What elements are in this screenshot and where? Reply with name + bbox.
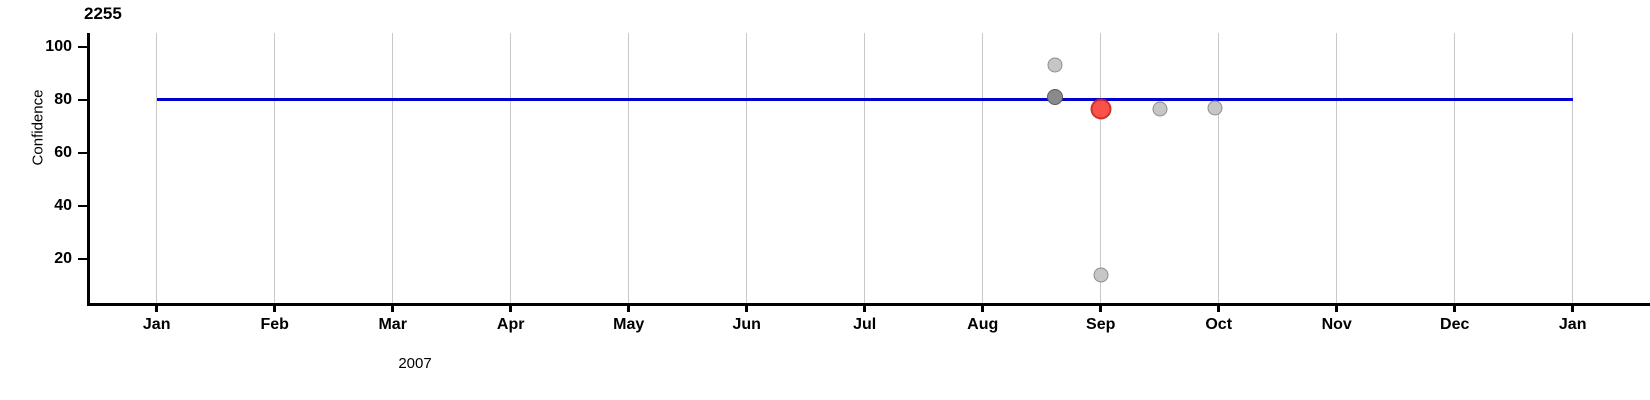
x-tick-label: Aug [967, 316, 999, 333]
x-tick-label: Jul [853, 316, 877, 333]
x-tick-label: Feb [260, 316, 289, 333]
data-point-highlighted[interactable] [1090, 98, 1112, 120]
gridline-vertical [628, 33, 630, 303]
gridline-vertical [1100, 33, 1102, 303]
y-tick-mark [78, 204, 87, 207]
data-point[interactable] [1152, 101, 1168, 117]
y-axis-line [87, 33, 90, 305]
y-tick-label: 20 [54, 250, 72, 267]
y-tick-mark [78, 151, 87, 154]
gridline-vertical [274, 33, 276, 303]
x-tick-label: Sep [1086, 316, 1116, 333]
x-tick-mark [1453, 303, 1457, 312]
gridline-vertical [510, 33, 512, 303]
data-point[interactable] [1047, 89, 1064, 106]
gridline-vertical [1454, 33, 1456, 303]
y-tick-label: 100 [45, 37, 72, 55]
x-tick-mark [1099, 303, 1103, 312]
y-axis-title: Confidence [29, 89, 47, 166]
gridline-vertical [1218, 33, 1220, 303]
gridline-vertical [746, 33, 748, 303]
x-tick-mark [627, 303, 631, 312]
x-axis-title-text: 2007 [398, 355, 432, 372]
gridline-vertical [156, 33, 158, 303]
y-tick-label: 80 [54, 90, 72, 108]
x-tick-mark [1217, 303, 1221, 312]
data-point[interactable] [1047, 57, 1063, 73]
x-tick-mark [273, 303, 277, 312]
reference-line [156, 98, 1573, 102]
x-tick-mark [981, 303, 985, 312]
x-tick-mark [1335, 303, 1339, 312]
gridline-vertical [1336, 33, 1338, 303]
x-tick-mark [391, 303, 395, 312]
x-tick-label: Mar [378, 316, 407, 333]
x-tick-label: May [613, 316, 645, 333]
x-tick-mark [863, 303, 867, 312]
x-tick-label: Jun [732, 316, 761, 333]
x-tick-mark [1571, 303, 1575, 312]
chart-title: 2255 [84, 4, 122, 23]
gridline-vertical [1572, 33, 1574, 303]
gridline-vertical [982, 33, 984, 303]
y-tick-label: 60 [54, 143, 72, 161]
x-tick-label: Dec [1440, 316, 1470, 333]
x-axis-title: 2007 [0, 355, 1650, 372]
x-tick-label: Jan [142, 316, 171, 333]
x-tick-label: Nov [1321, 316, 1352, 333]
y-tick-mark [78, 98, 87, 101]
gridline-vertical [864, 33, 866, 303]
y-tick-mark [78, 258, 87, 260]
data-point[interactable] [1093, 267, 1109, 283]
y-tick-mark [78, 45, 87, 48]
x-tick-label: Jan [1558, 316, 1587, 333]
x-tick-label: Apr [496, 316, 525, 333]
x-tick-mark [509, 303, 513, 312]
x-axis-line [87, 303, 1650, 306]
y-tick-label: 40 [54, 196, 72, 214]
data-point[interactable] [1207, 100, 1223, 116]
gridline-vertical [392, 33, 394, 303]
x-tick-mark [745, 303, 749, 312]
x-tick-label: Oct [1205, 316, 1233, 333]
x-tick-mark [155, 303, 159, 312]
